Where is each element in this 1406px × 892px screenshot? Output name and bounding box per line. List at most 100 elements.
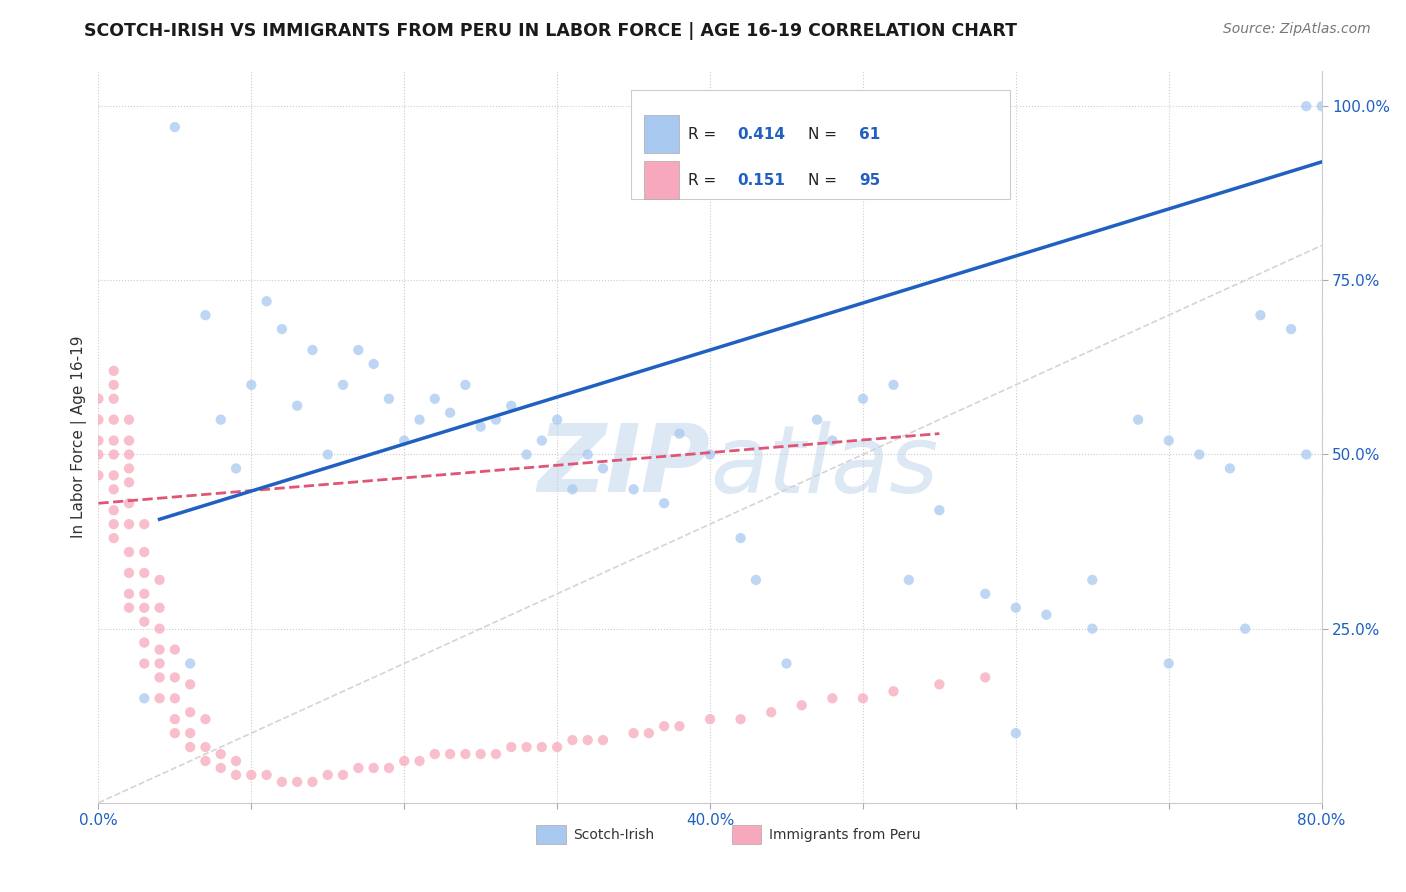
Text: 0.151: 0.151 bbox=[737, 173, 785, 188]
Point bbox=[576, 733, 599, 747]
Point bbox=[103, 392, 125, 406]
Point bbox=[103, 517, 125, 532]
Point bbox=[1157, 657, 1180, 671]
Point bbox=[256, 768, 278, 782]
Point bbox=[347, 343, 370, 357]
Point bbox=[378, 392, 401, 406]
Point bbox=[974, 587, 997, 601]
Point bbox=[209, 747, 232, 761]
Point bbox=[408, 412, 430, 426]
Point bbox=[546, 412, 568, 426]
Point bbox=[103, 531, 125, 545]
Text: SCOTCH-IRISH VS IMMIGRANTS FROM PERU IN LABOR FORCE | AGE 16-19 CORRELATION CHAR: SCOTCH-IRISH VS IMMIGRANTS FROM PERU IN … bbox=[84, 22, 1018, 40]
Point bbox=[118, 600, 141, 615]
Point bbox=[592, 733, 614, 747]
Point bbox=[118, 412, 141, 426]
Text: N =: N = bbox=[808, 173, 842, 188]
Text: 95: 95 bbox=[859, 173, 880, 188]
Point bbox=[883, 684, 905, 698]
Point bbox=[149, 657, 172, 671]
Point bbox=[1326, 99, 1348, 113]
Text: 61: 61 bbox=[859, 127, 880, 142]
Point bbox=[852, 392, 875, 406]
Point bbox=[1081, 622, 1104, 636]
Point bbox=[118, 461, 141, 475]
Point bbox=[1234, 622, 1257, 636]
Point bbox=[408, 754, 430, 768]
Point bbox=[118, 566, 141, 580]
Point bbox=[194, 740, 217, 755]
Point bbox=[134, 657, 156, 671]
Point bbox=[897, 573, 920, 587]
Point bbox=[149, 600, 172, 615]
Point bbox=[576, 448, 599, 462]
Point bbox=[194, 308, 217, 322]
Point bbox=[1004, 600, 1026, 615]
Point bbox=[87, 412, 110, 426]
Point bbox=[485, 747, 508, 761]
Text: 0.414: 0.414 bbox=[737, 127, 785, 142]
Point bbox=[454, 747, 477, 761]
Point bbox=[194, 712, 217, 726]
Point bbox=[270, 322, 292, 336]
Point bbox=[1035, 607, 1057, 622]
Point bbox=[470, 419, 492, 434]
Point bbox=[485, 412, 508, 426]
Point bbox=[1128, 412, 1150, 426]
Point bbox=[134, 517, 156, 532]
Point bbox=[1188, 448, 1211, 462]
Point bbox=[225, 461, 247, 475]
Point bbox=[134, 545, 156, 559]
FancyBboxPatch shape bbox=[733, 825, 762, 845]
Point bbox=[103, 364, 125, 378]
Point bbox=[134, 635, 156, 649]
Point bbox=[285, 775, 308, 789]
Text: R =: R = bbox=[688, 127, 721, 142]
Point bbox=[392, 754, 416, 768]
Point bbox=[225, 768, 247, 782]
Point bbox=[270, 775, 292, 789]
Point bbox=[1295, 448, 1317, 462]
Point bbox=[1249, 308, 1271, 322]
Point bbox=[103, 377, 125, 392]
Point bbox=[134, 566, 156, 580]
Point bbox=[439, 747, 461, 761]
Point bbox=[730, 712, 752, 726]
Text: Scotch-Irish: Scotch-Irish bbox=[574, 828, 654, 842]
Point bbox=[1004, 726, 1026, 740]
Point bbox=[974, 670, 997, 684]
Point bbox=[363, 357, 385, 371]
Point bbox=[149, 691, 172, 706]
Point bbox=[163, 726, 186, 740]
Point bbox=[530, 740, 553, 755]
Point bbox=[118, 496, 141, 510]
Point bbox=[118, 587, 141, 601]
Point bbox=[163, 120, 186, 134]
Point bbox=[179, 705, 201, 719]
Point bbox=[179, 657, 201, 671]
Point bbox=[179, 677, 201, 691]
Point bbox=[149, 670, 172, 684]
Point bbox=[103, 434, 125, 448]
FancyBboxPatch shape bbox=[644, 161, 679, 200]
Point bbox=[561, 483, 583, 497]
Point bbox=[194, 754, 217, 768]
Point bbox=[530, 434, 553, 448]
Point bbox=[883, 377, 905, 392]
Point bbox=[1081, 573, 1104, 587]
Point bbox=[637, 726, 661, 740]
FancyBboxPatch shape bbox=[630, 90, 1010, 200]
Point bbox=[163, 670, 186, 684]
Point bbox=[668, 426, 690, 441]
Point bbox=[118, 545, 141, 559]
Point bbox=[423, 747, 446, 761]
Text: N =: N = bbox=[808, 127, 842, 142]
FancyBboxPatch shape bbox=[644, 115, 679, 153]
Point bbox=[209, 761, 232, 775]
Point bbox=[149, 642, 172, 657]
Point bbox=[592, 461, 614, 475]
Text: Source: ZipAtlas.com: Source: ZipAtlas.com bbox=[1223, 22, 1371, 37]
Text: Immigrants from Peru: Immigrants from Peru bbox=[769, 828, 921, 842]
Point bbox=[516, 448, 538, 462]
Point bbox=[240, 768, 263, 782]
